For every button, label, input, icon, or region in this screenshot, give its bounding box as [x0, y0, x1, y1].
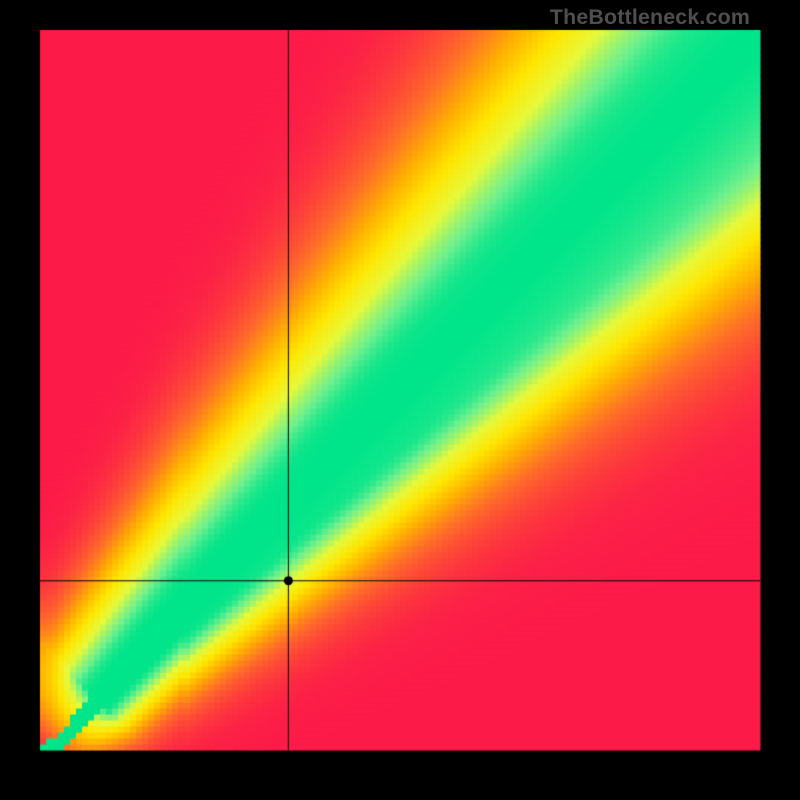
watermark-text: TheBottleneck.com — [550, 5, 750, 30]
chart-container: TheBottleneck.com — [0, 0, 800, 800]
bottleneck-heatmap — [0, 0, 800, 800]
